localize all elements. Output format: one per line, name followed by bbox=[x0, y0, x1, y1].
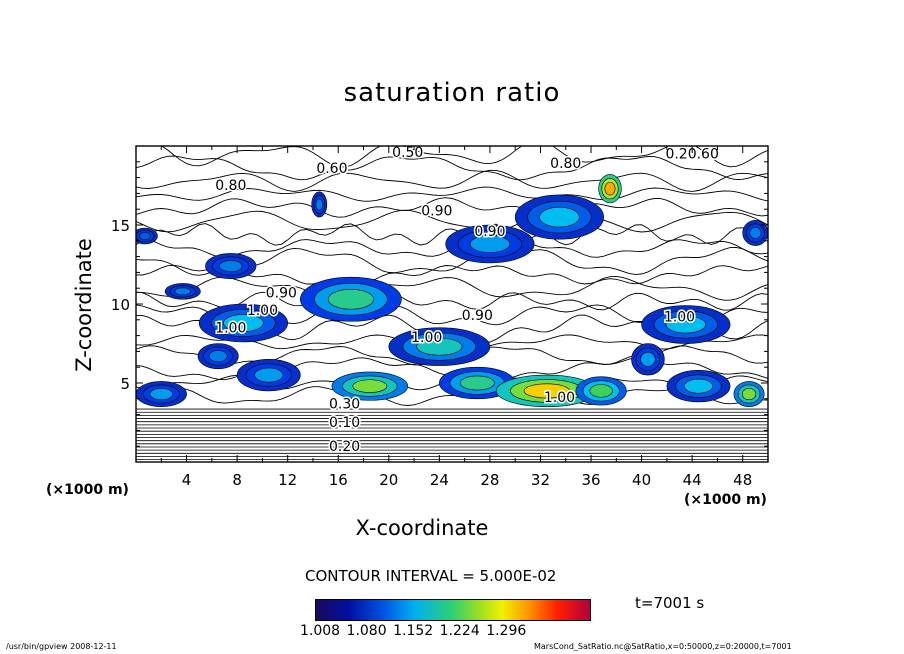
saturated-region bbox=[683, 378, 714, 394]
x-tick-label: 28 bbox=[480, 471, 499, 489]
isoline bbox=[161, 146, 768, 168]
contour-label: 0.60 bbox=[316, 161, 347, 177]
contour-label: 1.00 bbox=[411, 330, 442, 346]
contour-interval-label: CONTOUR INTERVAL = 5.000E-02 bbox=[305, 567, 557, 585]
isoline bbox=[136, 385, 768, 406]
saturated-region bbox=[523, 383, 570, 399]
saturated-region bbox=[416, 337, 463, 356]
saturated-region bbox=[315, 198, 323, 211]
saturated-region bbox=[138, 232, 151, 240]
isoline bbox=[136, 209, 768, 233]
y-tick-label: 10 bbox=[111, 296, 130, 314]
contour-label: 0.90 bbox=[462, 308, 493, 324]
contour-label: 1.00 bbox=[215, 320, 246, 336]
x-tick-label: 48 bbox=[733, 471, 752, 489]
x-tick-label: 40 bbox=[632, 471, 651, 489]
y-axis-label: Z-coordinate bbox=[72, 238, 96, 372]
x-axis-label: X-coordinate bbox=[355, 516, 489, 540]
time-label: t=7001 s bbox=[635, 594, 705, 612]
saturated-region bbox=[539, 206, 580, 228]
isoline bbox=[136, 275, 768, 301]
contour-label: 0.90 bbox=[474, 224, 505, 240]
plot-area: 0.50 0.20.600.800.600.800.900.900.901.001… bbox=[136, 145, 768, 461]
contour-label: 1.00 bbox=[247, 303, 278, 319]
isoline bbox=[136, 186, 768, 202]
saturated-region bbox=[352, 379, 388, 393]
colorbar-tick-labels: 1.008 1.080 1.152 1.224 1.296 bbox=[300, 623, 526, 639]
saturated-region bbox=[459, 375, 495, 391]
saturated-region bbox=[254, 367, 284, 383]
contour-label: 0.90 bbox=[266, 286, 297, 302]
contour-label: 0.10 bbox=[329, 415, 360, 431]
footer-right: MarsCond_SatRatio.nc@SatRatio,x=0:50000,… bbox=[534, 642, 792, 651]
y-axis-unit: (×1000 m) bbox=[46, 482, 129, 498]
x-tick-label: 32 bbox=[531, 471, 550, 489]
contour-label: 0.20.60 bbox=[665, 147, 718, 163]
isoline bbox=[136, 291, 768, 311]
x-tick-label: 24 bbox=[430, 471, 449, 489]
x-tick-label: 36 bbox=[581, 471, 600, 489]
contour-label: 1.00 bbox=[664, 309, 695, 325]
colorbar bbox=[315, 599, 591, 621]
colorbar-tick: 1.152 bbox=[393, 623, 434, 639]
x-tick-label: 8 bbox=[232, 471, 242, 489]
saturated-region bbox=[589, 384, 613, 398]
footer-left: /usr/bin/gpview 2008-12-11 bbox=[6, 642, 117, 651]
contour-label: 0.20 bbox=[329, 439, 360, 455]
contour-label: 0.80 bbox=[550, 156, 581, 172]
isoline bbox=[136, 169, 768, 192]
contour-label: 0.30 bbox=[329, 396, 360, 412]
x-tick-label: 12 bbox=[278, 471, 297, 489]
x-tick-label: 16 bbox=[329, 471, 348, 489]
colorbar-tick: 1.008 bbox=[300, 623, 341, 639]
saturated-region bbox=[665, 315, 707, 334]
colorbar-tick: 1.224 bbox=[439, 623, 480, 639]
colorbar-tick: 1.296 bbox=[486, 623, 527, 639]
saturated-region bbox=[219, 260, 243, 273]
saturated-region bbox=[604, 181, 616, 196]
x-tick-label: 4 bbox=[182, 471, 192, 489]
saturated-region bbox=[149, 388, 173, 401]
isoline bbox=[136, 197, 768, 218]
isoline bbox=[136, 223, 768, 246]
saturated-region bbox=[174, 287, 192, 296]
x-axis-unit: (×1000 m) bbox=[684, 492, 767, 508]
contour-label: 0.80 bbox=[215, 178, 246, 194]
saturated-region bbox=[640, 351, 656, 367]
saturated-region bbox=[208, 350, 228, 363]
x-tick-label: 20 bbox=[379, 471, 398, 489]
colorbar-tick: 1.080 bbox=[346, 623, 387, 639]
contour-label: 0.50 bbox=[392, 145, 423, 161]
x-tick-label: 44 bbox=[683, 471, 702, 489]
saturated-region bbox=[223, 314, 264, 332]
saturated-region bbox=[469, 235, 511, 253]
y-tick-label: 5 bbox=[120, 375, 130, 393]
contour-label: 0.90 bbox=[421, 204, 452, 220]
chart-title: saturation ratio bbox=[343, 78, 561, 108]
y-tick-label: 15 bbox=[111, 217, 130, 235]
isoline bbox=[136, 155, 768, 181]
saturated-region bbox=[749, 226, 762, 239]
saturated-region bbox=[741, 388, 757, 401]
saturated-region bbox=[327, 289, 374, 310]
contour-label: 1.00 bbox=[544, 390, 575, 406]
